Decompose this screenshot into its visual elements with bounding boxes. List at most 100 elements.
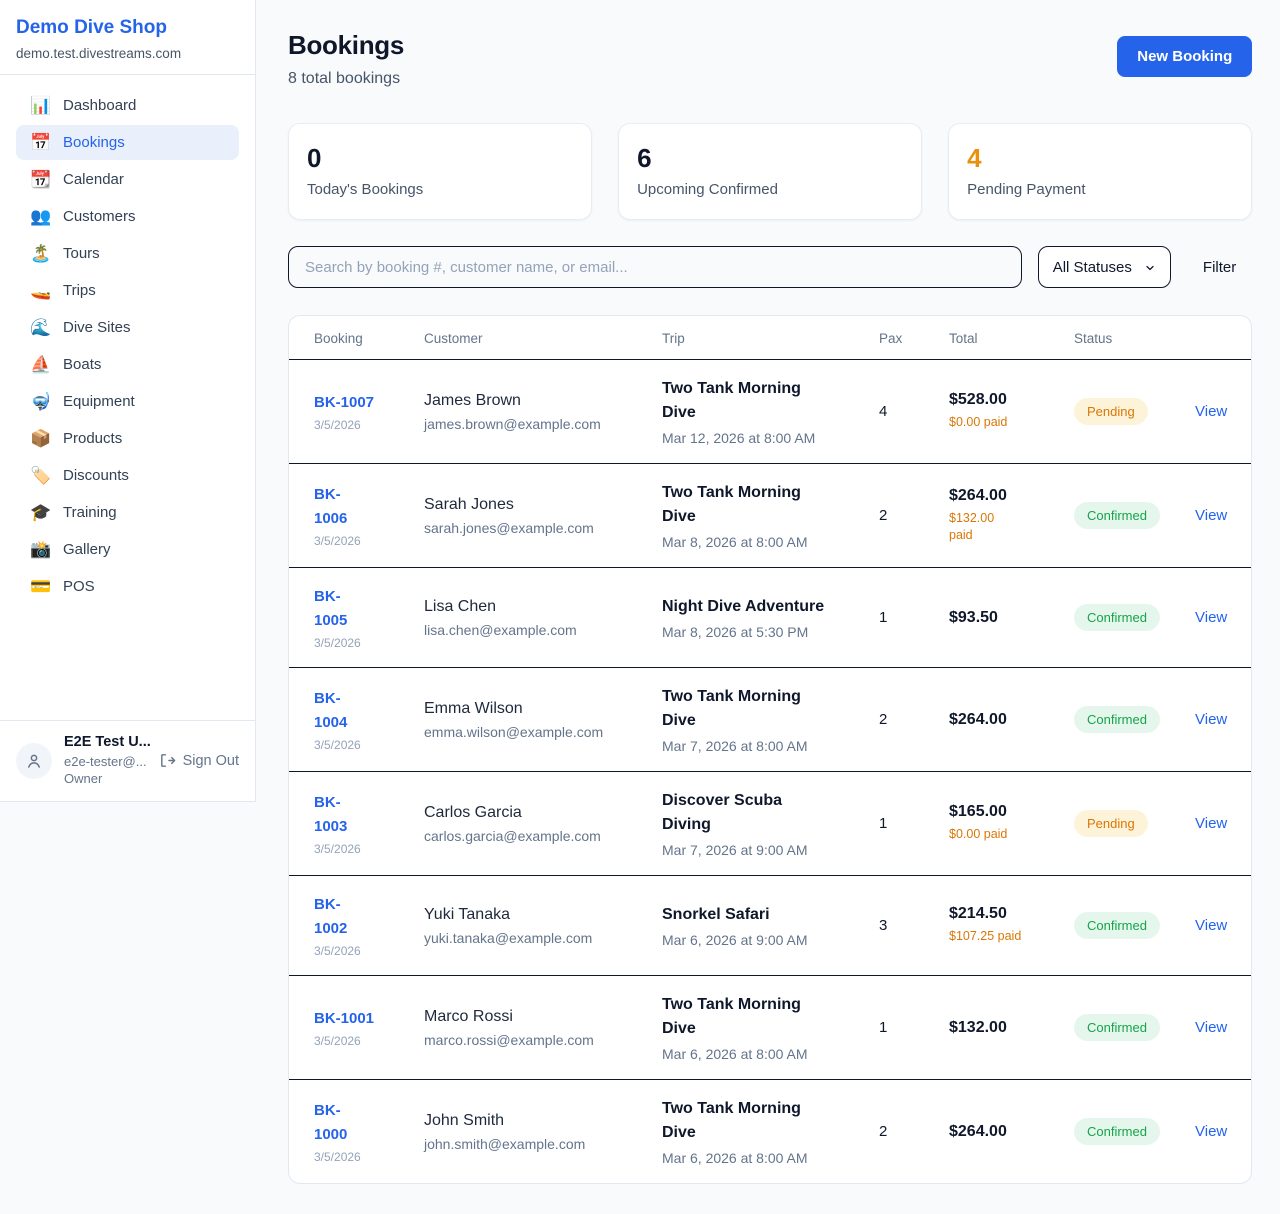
package-icon: 📦 [30, 429, 52, 448]
paid-amount: $107.25 paid [949, 929, 1022, 944]
view-link[interactable]: View [1195, 1122, 1228, 1140]
sign-out-button[interactable]: Sign Out [159, 752, 239, 769]
col-header-status: Status [1074, 331, 1113, 346]
view-link[interactable]: View [1195, 710, 1228, 728]
sidebar-item-discounts[interactable]: 🏷️ Discounts [16, 458, 239, 493]
table-header-row: Booking Customer Trip Pax Total Status [289, 316, 1252, 360]
total-amount: $214.50 [949, 905, 1007, 923]
total-amount: $93.50 [949, 608, 998, 626]
search-input[interactable] [288, 246, 1022, 288]
table-row: BK- 1004 3/5/2026 Emma Wilson emma.wilson@e… [289, 667, 1252, 771]
table-row: BK- 1002 3/5/2026 Yuki Tanaka yuki.tanaka@e… [289, 875, 1252, 975]
view-link[interactable]: View [1195, 916, 1228, 934]
sidebar-item-trips[interactable]: 🚤 Trips [16, 273, 239, 308]
booking-id-link[interactable]: BK- 1005 [314, 588, 348, 629]
booking-date: 3/5/2026 [314, 636, 361, 650]
table-row: BK- 1005 3/5/2026 Lisa Chen lisa.chen@examp… [289, 567, 1252, 667]
user-info: E2E Test U... e2e-tester@... Owner [64, 734, 151, 788]
trip-datetime: Mar 8, 2026 at 8:00 AM [662, 534, 808, 550]
graduation-cap-icon: 🎓 [30, 503, 52, 522]
sidebar-item-boats[interactable]: ⛵ Boats [16, 347, 239, 382]
total-amount: $264.00 [949, 710, 1007, 728]
customer-email: carlos.garcia@example.com [424, 827, 601, 844]
col-header-pax: Pax [879, 331, 903, 346]
stat-card-pending-payment: 4 Pending Payment [948, 123, 1253, 220]
sidebar-item-dive-sites[interactable]: 🌊 Dive Sites [16, 310, 239, 345]
customer-name: Sarah Jones [424, 495, 514, 513]
booking-date: 3/5/2026 [314, 1150, 361, 1164]
sidebar-item-dashboard[interactable]: 📊 Dashboard [16, 88, 239, 123]
sailboat-icon: ⛵ [30, 355, 52, 374]
stat-card-upcoming-confirmed: 6 Upcoming Confirmed [618, 123, 923, 220]
status-badge: Confirmed [1074, 706, 1160, 733]
page-header: Bookings 8 total bookings New Booking [288, 30, 1253, 88]
stat-label: Pending Payment [967, 181, 1086, 198]
stat-value: 4 [967, 143, 982, 173]
sidebar-item-label: Customers [63, 208, 136, 225]
trip-name: Two Tank Morning Dive [662, 380, 801, 421]
view-link[interactable]: View [1195, 1018, 1228, 1036]
status-filter-select[interactable]: All Statuses [1037, 246, 1171, 288]
stats-cards: 0 Today's Bookings 6 Upcoming Confirmed … [288, 123, 1253, 220]
sidebar-item-label: Discounts [63, 467, 129, 484]
sidebar: Demo Dive Shop demo.test.divestreams.com… [0, 0, 256, 802]
booking-date: 3/5/2026 [314, 1034, 361, 1048]
sidebar-item-bookings[interactable]: 📅 Bookings [16, 125, 239, 160]
sidebar-item-gallery[interactable]: 📸 Gallery [16, 532, 239, 567]
sidebar-item-label: Tours [63, 245, 100, 262]
status-badge: Confirmed [1074, 912, 1160, 939]
view-link[interactable]: View [1195, 506, 1228, 524]
camera-icon: 📸 [30, 540, 52, 559]
view-link[interactable]: View [1195, 814, 1228, 832]
booking-id-link[interactable]: BK-1001 [314, 1010, 375, 1027]
calendar-icon: 📅 [30, 133, 52, 152]
sidebar-item-products[interactable]: 📦 Products [16, 421, 239, 456]
trip-datetime: Mar 6, 2026 at 9:00 AM [662, 932, 808, 948]
table-row: BK- 1003 3/5/2026 Carlos Garcia carlos.garc… [289, 771, 1252, 875]
booking-id-link[interactable]: BK- 1000 [314, 1102, 348, 1143]
sidebar-item-label: Trips [63, 282, 96, 299]
booking-id-link[interactable]: BK- 1004 [314, 690, 348, 731]
trip-datetime: Mar 7, 2026 at 8:00 AM [662, 738, 808, 754]
paid-amount: $0.00 paid [949, 415, 1008, 430]
sidebar-item-pos[interactable]: 💳 POS [16, 569, 239, 604]
filter-button[interactable]: Filter [1187, 259, 1252, 276]
sidebar-item-training[interactable]: 🎓 Training [16, 495, 239, 530]
sidebar-item-calendar[interactable]: 📆 Calendar [16, 162, 239, 197]
table-row: BK- 1006 3/5/2026 Sarah Jones sarah.jones@e… [289, 463, 1252, 567]
stat-label: Today's Bookings [307, 181, 424, 198]
new-booking-button[interactable]: New Booking [1117, 36, 1253, 77]
main-content: Bookings 8 total bookings New Booking 0 … [256, 0, 1280, 1214]
pax-count: 1 [879, 609, 888, 626]
sidebar-item-customers[interactable]: 👥 Customers [16, 199, 239, 234]
view-link[interactable]: View [1195, 608, 1228, 626]
customer-name: Marco Rossi [424, 1007, 513, 1025]
sidebar-item-tours[interactable]: 🏝️ Tours [16, 236, 239, 271]
booking-id-link[interactable]: BK- 1006 [314, 486, 348, 527]
customer-email: yuki.tanaka@example.com [424, 929, 593, 946]
trip-datetime: Mar 6, 2026 at 8:00 AM [662, 1150, 808, 1166]
user-email: e2e-tester@... [64, 753, 147, 769]
sign-out-label: Sign Out [182, 752, 239, 769]
pax-count: 3 [879, 917, 888, 934]
customer-name: Yuki Tanaka [424, 905, 510, 923]
sidebar-item-label: Dashboard [63, 97, 137, 114]
booking-id-link[interactable]: BK- 1003 [314, 794, 348, 835]
customer-name: John Smith [424, 1111, 505, 1129]
table-row: BK- 1000 3/5/2026 John Smith john.smith@exa… [289, 1079, 1252, 1183]
stat-label: Upcoming Confirmed [637, 181, 778, 198]
view-link[interactable]: View [1195, 402, 1228, 420]
pax-count: 1 [879, 1019, 888, 1036]
booking-id-link[interactable]: BK-1007 [314, 394, 375, 411]
paid-amount: $0.00 paid [949, 827, 1008, 842]
customer-name: Emma Wilson [424, 699, 523, 717]
col-header-total: Total [949, 331, 978, 346]
customer-name: Carlos Garcia [424, 803, 522, 821]
user-role: Owner [64, 771, 103, 787]
trip-name: Two Tank Morning Dive [662, 688, 801, 729]
trip-name: Night Dive Adventure [662, 598, 825, 615]
booking-id-link[interactable]: BK- 1002 [314, 896, 348, 937]
sidebar-item-equipment[interactable]: 🤿 Equipment [16, 384, 239, 419]
tear-off-calendar-icon: 📆 [30, 170, 52, 189]
col-header-booking: Booking [314, 331, 363, 346]
